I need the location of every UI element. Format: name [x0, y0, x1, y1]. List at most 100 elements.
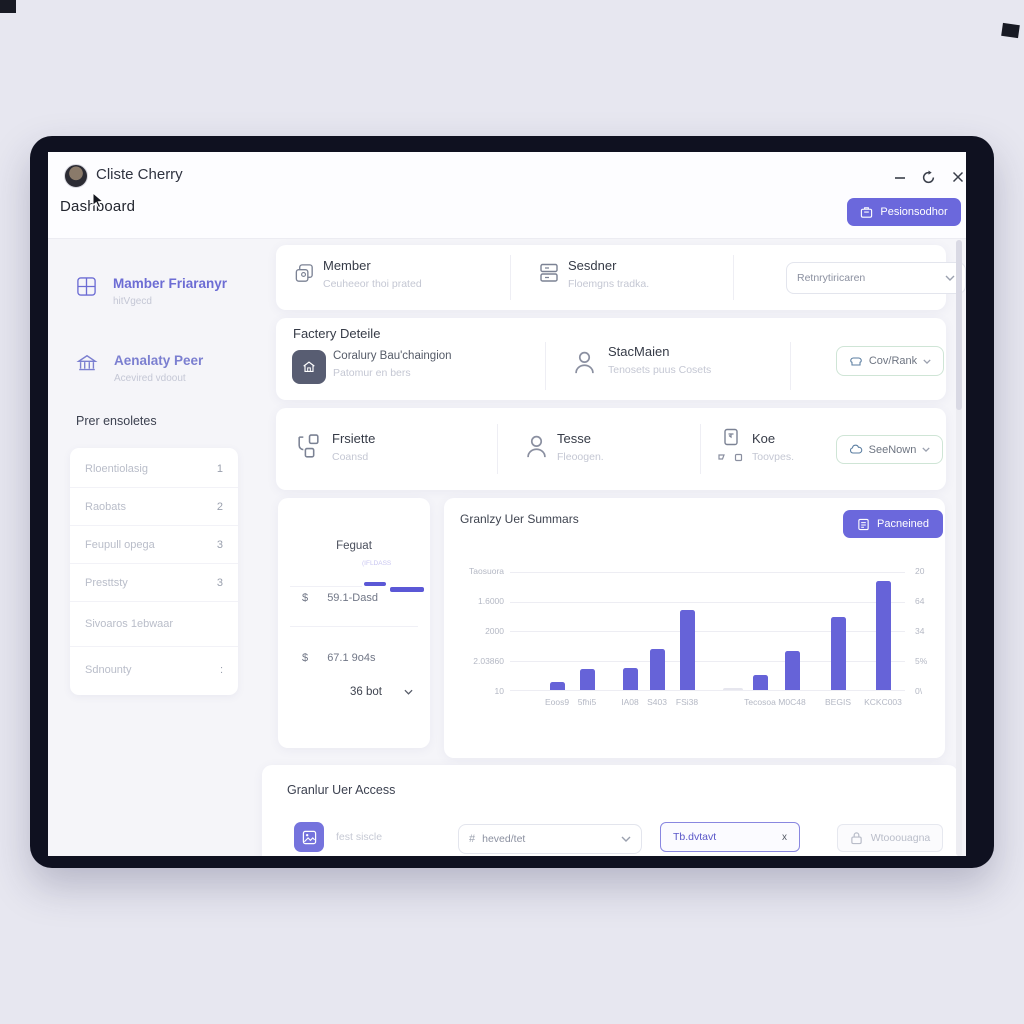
sidebar-list: Rloentiolasig 1 Raobats 2 Feupull opega 3 P… [70, 448, 238, 695]
chart-action-button[interactable]: Pacneined [843, 510, 943, 538]
card-subtitle: Patomur en bers [333, 367, 411, 379]
card-title: Koe [752, 431, 776, 446]
x-axis-label: Tecosoa [744, 697, 776, 707]
list-item[interactable]: Rloentiolasig 1 [70, 450, 238, 488]
header-primary-button[interactable]: Pesionsodhor [847, 198, 961, 226]
list-item[interactable]: Presttsty 3 [70, 564, 238, 602]
x-axis-label: KCKC003 [864, 697, 902, 707]
row1-dropdown[interactable]: Retnrytiricaren [786, 262, 966, 294]
mini-square-icon [734, 452, 743, 462]
sidebar-item-label: Mamber Friaranyr [113, 276, 228, 291]
chart-bar [649, 648, 665, 690]
y-tick: 5% [915, 656, 928, 666]
sidebar-item-analytics[interactable]: Aenalaty Peer Acevired vdoout [76, 353, 203, 384]
user-name: Cliste Cherry [96, 166, 183, 183]
list-item[interactable]: Sivoaros 1ebwaar [70, 602, 238, 647]
access-level-dropdown[interactable]: # heved/tet [458, 824, 642, 854]
chevron-down-icon [923, 358, 931, 364]
header: Cliste Cherry Dashboard Pesionsodhor [48, 152, 966, 239]
stat-footer-value: 36 bot [350, 686, 382, 698]
chart-bar [723, 687, 743, 690]
mini-square-icon [717, 452, 726, 462]
y-tick: 2.03860 [473, 656, 504, 666]
see-nown-button[interactable]: SeeNown [836, 435, 943, 464]
page-title: Dashboard [60, 198, 135, 215]
list-item-label: Raobats [85, 500, 126, 513]
cov-rank-button[interactable]: Cov/Rank [836, 346, 944, 376]
home-icon [303, 361, 315, 373]
list-item-label: Feupull opega [85, 538, 155, 551]
chart-bar [752, 674, 768, 690]
stat-footer-dropdown[interactable]: 36 bot [350, 686, 413, 698]
permissions-button[interactable]: Wtooouagna [837, 824, 943, 852]
tag-remove-icon[interactable]: x [782, 831, 787, 843]
chevron-down-icon [621, 836, 631, 842]
avatar[interactable] [64, 164, 88, 188]
card-title: StacMaien [608, 344, 670, 359]
document-icon [858, 518, 869, 530]
sidebar-item-member[interactable]: Mamber Friaranyr hitVgecd [76, 276, 227, 307]
chart-bar [579, 668, 595, 690]
list-item[interactable]: Sdnounty: [70, 647, 238, 693]
card-title: Tesse [557, 431, 591, 446]
y-tick: 64 [915, 596, 925, 606]
sidebar-item-label: Aenalaty Peer [114, 353, 204, 368]
chart-bar [622, 667, 638, 690]
gridline [510, 690, 905, 691]
stat-mini-caption: (IFLDASS [362, 560, 392, 567]
app-window: Cliste Cherry Dashboard Pesionsodhor [48, 152, 966, 856]
y-axis-right: 20 64 34 5% 0\ [915, 566, 941, 696]
selected-user-tag[interactable]: Tb.dvtavt x [660, 822, 800, 852]
bank-icon [76, 353, 98, 384]
scrollbar[interactable] [956, 240, 962, 856]
file-name-field[interactable]: fest siscle [324, 822, 434, 852]
clipboard-icon [722, 427, 740, 448]
list-item-value: 2 [216, 500, 223, 513]
list-item[interactable]: Feupull opega 3 [70, 526, 238, 564]
copy-icon [293, 262, 316, 285]
chart-action-label: Pacneined [877, 518, 929, 530]
list-item-label: Presttsty [85, 576, 128, 589]
mouse-cursor-icon [92, 192, 105, 209]
gridline [510, 631, 905, 632]
y-tick: 1.6000 [478, 596, 504, 606]
image-upload-button[interactable] [294, 822, 324, 852]
sidebar-section-title: Prer ensoletes [76, 414, 157, 428]
currency-symbol: $ [302, 652, 309, 664]
card-subtitle: Fleoogen. [557, 451, 604, 463]
chart-card: Granlzy Uer Summars Pacneined Taosuora 1… [444, 498, 945, 758]
section-title: Granlur Uer Access [287, 783, 396, 797]
y-axis-left: Taosuora 1.6000 2000 2.03860 10 [448, 566, 504, 696]
artifact-mark [1001, 22, 1020, 39]
summary-card-row1: Member Ceuheeor thoi prated Sesdner Floe… [276, 245, 966, 310]
sidebar-item-sub: Acevired vdoout [114, 373, 186, 384]
stat-row: $ 67.1 9o4s [302, 652, 376, 664]
refresh-button[interactable] [919, 168, 937, 186]
server-icon [537, 261, 561, 285]
currency-symbol: $ [302, 592, 309, 604]
cloud-icon [849, 444, 862, 454]
person-icon [571, 348, 598, 378]
x-axis-label: IA08 [621, 697, 639, 707]
close-button[interactable] [949, 168, 966, 186]
y-tick: 20 [915, 566, 925, 576]
scrollbar-thumb[interactable] [956, 240, 962, 410]
factory-details-card: Factery Deteile Coralury Bau'chaingion P… [276, 318, 946, 400]
card-title: Sesdner [568, 258, 617, 273]
mini-bar [390, 587, 424, 592]
list-item[interactable]: Raobats 2 [70, 488, 238, 526]
gridline [510, 601, 905, 603]
minimize-button[interactable] [891, 168, 909, 186]
list-item-value: 3 [216, 576, 223, 589]
grid-icon [76, 276, 97, 307]
y-tick: 0\ [915, 686, 923, 696]
see-nown-label: SeeNown [868, 443, 917, 456]
chevron-down-icon [404, 689, 413, 695]
gridline [510, 660, 905, 662]
x-axis-label: Eoos9 [544, 697, 570, 707]
dropdown-value: Retnrytiricaren [797, 272, 866, 284]
granular-access-card: Granlur Uer Access fest siscle # heved/t… [262, 765, 958, 856]
x-axis-label: S403 [647, 697, 667, 707]
y-tick: 34 [915, 626, 925, 636]
